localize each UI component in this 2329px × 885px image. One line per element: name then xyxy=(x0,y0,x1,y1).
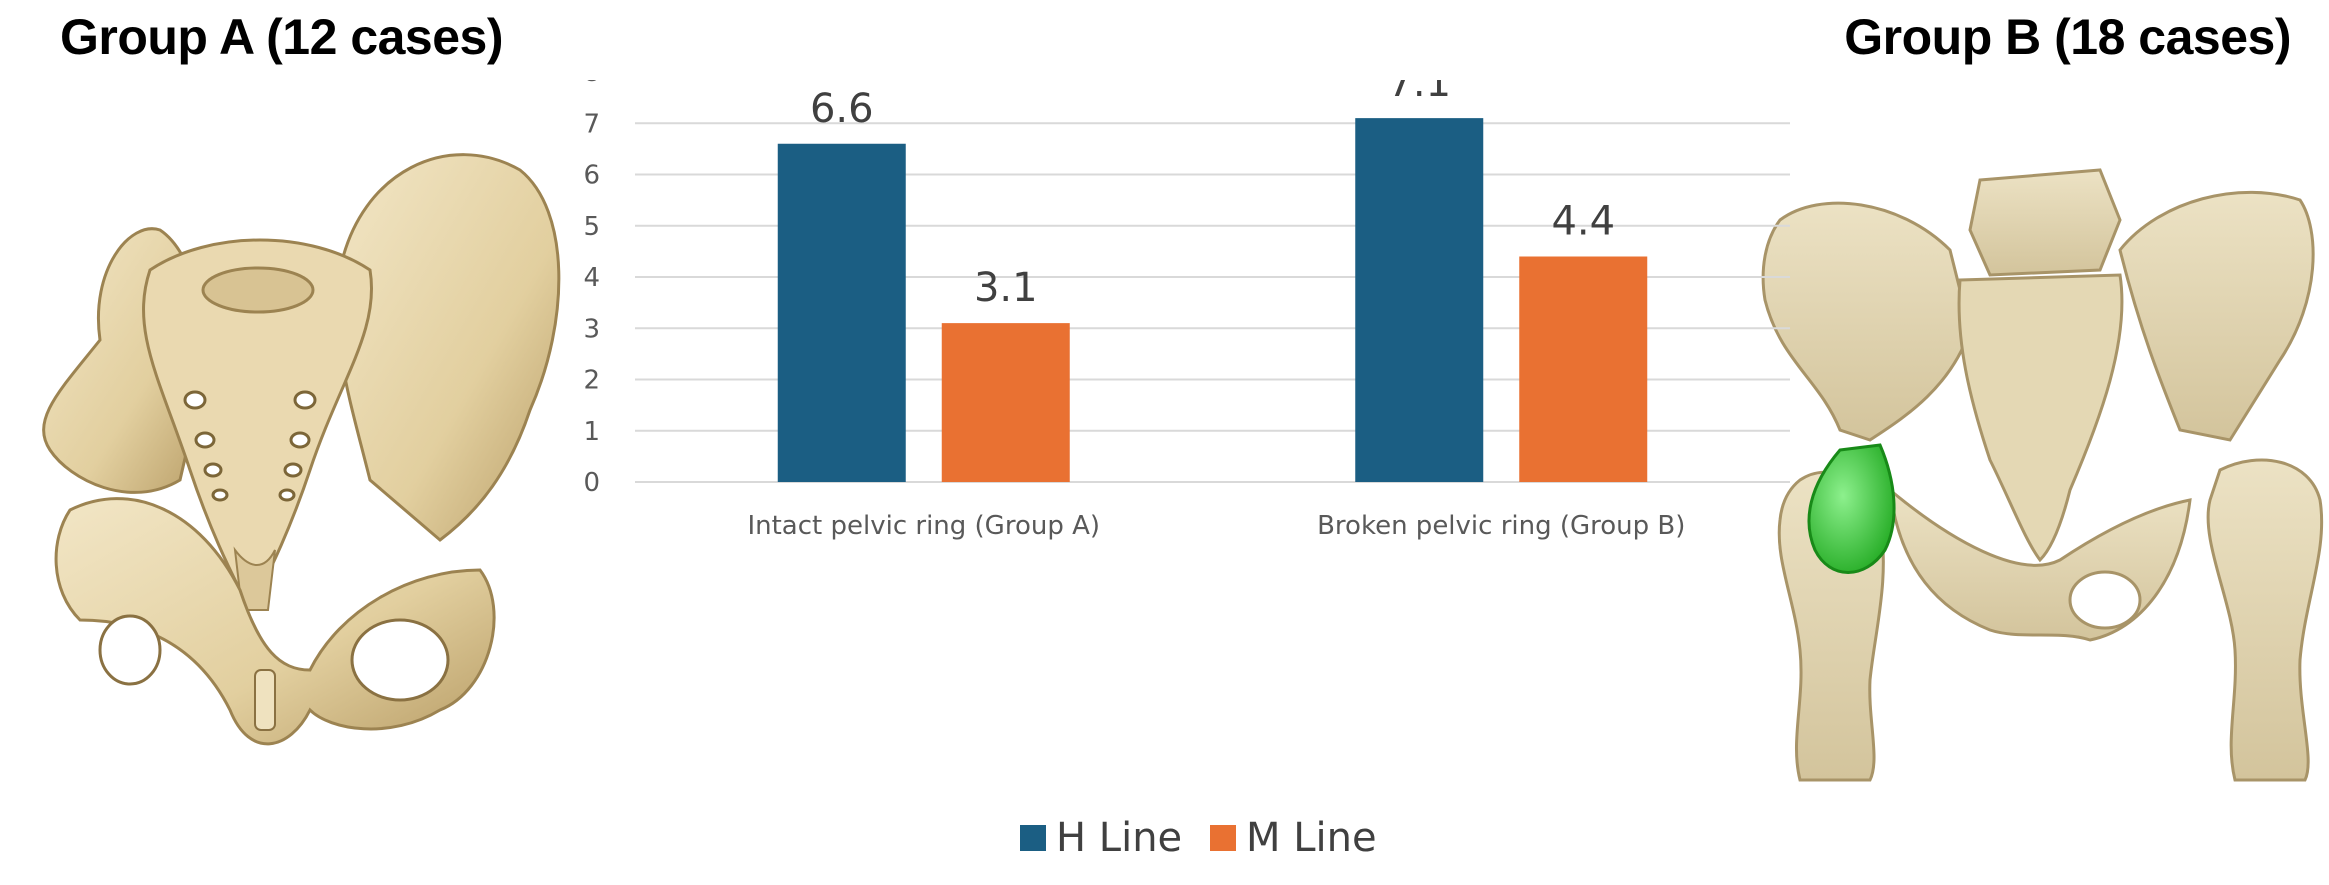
bar-chart: 0 1 2 3 4 5 6 7 8 6.6 3.1 7.1 4.4 Intact pelvic rin… xyxy=(583,80,1790,861)
y-tick-label: 8 xyxy=(583,80,600,88)
group-b-heading: Group B (18 cases) xyxy=(1844,9,2291,65)
y-tick-label: 4 xyxy=(583,263,600,293)
y-tick-label: 5 xyxy=(583,212,600,242)
broken-pelvis-3d-render xyxy=(1761,168,2324,782)
legend-swatch xyxy=(1020,825,1046,851)
data-label: 4.4 xyxy=(1551,199,1615,245)
green-implant xyxy=(1807,443,1896,574)
data-label: 7.1 xyxy=(1387,80,1451,106)
bar-h-line xyxy=(1355,118,1484,482)
legend-swatch xyxy=(1210,825,1236,851)
legend-label: M Line xyxy=(1246,815,1377,861)
y-tick-label: 2 xyxy=(583,366,600,396)
category-label: Broken pelvic ring (Group B) xyxy=(1317,511,1685,541)
data-label: 3.1 xyxy=(974,265,1038,311)
bar-m-line xyxy=(1519,256,1648,482)
data-label: 6.6 xyxy=(810,86,874,132)
group-a-heading: Group A (12 cases) xyxy=(60,9,504,65)
y-tick-label: 3 xyxy=(583,314,600,344)
y-tick-label: 6 xyxy=(583,161,600,191)
y-tick-label: 1 xyxy=(583,417,600,447)
category-label: Intact pelvic ring (Group A) xyxy=(747,511,1100,541)
intact-pelvis-illustration xyxy=(42,153,561,746)
bar-m-line xyxy=(941,323,1070,482)
y-tick-label: 0 xyxy=(583,468,600,498)
bar-h-line xyxy=(777,143,906,482)
y-tick-label: 7 xyxy=(583,109,600,139)
legend-label: H Line xyxy=(1056,815,1182,861)
